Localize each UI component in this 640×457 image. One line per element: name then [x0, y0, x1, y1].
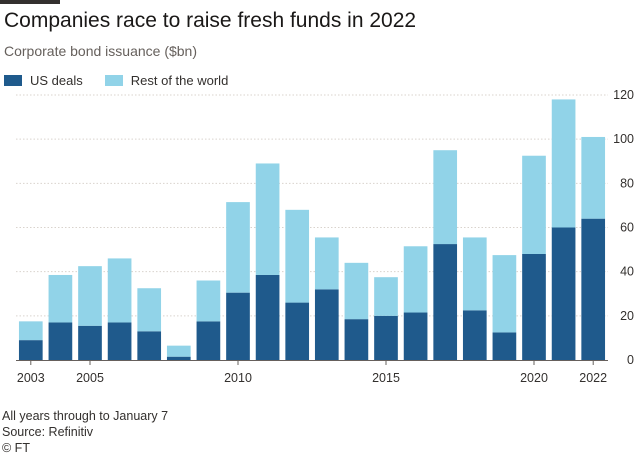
x-tick-label: 2005 [76, 371, 104, 385]
legend-label-us-deals: US deals [30, 72, 83, 88]
legend: US deals Rest of the world [4, 71, 250, 89]
legend-label-rest-of-world: Rest of the world [130, 72, 229, 88]
bar-us-deals-2020 [522, 254, 546, 360]
brand-bar [0, 0, 60, 4]
bar-rest-of-world-2007 [137, 288, 162, 332]
bar-us-deals-2006 [107, 322, 132, 360]
bar-us-deals-2009 [196, 321, 221, 360]
footnote-credit: © FT [2, 441, 30, 455]
bar-us-deals-2004 [48, 322, 73, 360]
legend-item-rest-of-world: Rest of the world [104, 72, 229, 88]
y-tick-label: 100 [613, 132, 634, 146]
x-tick-label: 2020 [520, 371, 548, 385]
legend-swatch-rest-of-world [104, 74, 123, 86]
x-tick-label: 2003 [17, 371, 45, 385]
bar-us-deals-2015 [374, 315, 398, 360]
bar-rest-of-world-2022 [581, 136, 606, 219]
bar-us-deals-2021 [551, 227, 576, 360]
bars [18, 99, 606, 360]
bar-us-deals-2016 [403, 312, 428, 360]
footnote-source: Source: Refinitiv [2, 425, 94, 439]
bar-rest-of-world-2013 [314, 237, 339, 290]
y-tick-label: 60 [620, 221, 634, 235]
bar-rest-of-world-2017 [433, 150, 458, 245]
y-tick-label: 40 [620, 265, 634, 279]
chart-subtitle: Corporate bond issuance ($bn) [4, 43, 198, 59]
bar-us-deals-2022 [581, 218, 606, 360]
bar-rest-of-world-2012 [285, 209, 310, 303]
bar-rest-of-world-2014 [344, 262, 369, 320]
bar-rest-of-world-2016 [403, 246, 428, 313]
y-tick-label: 120 [613, 88, 634, 102]
x-tick-label: 2010 [224, 371, 252, 385]
bar-us-deals-2003 [18, 340, 43, 360]
bar-us-deals-2007 [137, 331, 162, 360]
legend-item-us-deals: US deals [4, 73, 83, 88]
bar-rest-of-world-2008 [166, 345, 191, 357]
bar-us-deals-2008 [166, 356, 191, 360]
footnote-note: All years through to January 7 [2, 409, 169, 423]
y-tick-label: 0 [627, 353, 634, 367]
bar-rest-of-world-2019 [492, 255, 517, 333]
bar-us-deals-2019 [492, 332, 517, 360]
bar-us-deals-2011 [255, 274, 280, 360]
gridlines [16, 94, 608, 317]
bar-us-deals-2005 [78, 325, 102, 360]
bar-rest-of-world-2020 [522, 155, 546, 254]
bar-rest-of-world-2003 [18, 321, 43, 341]
axes: 0 20 40 60 80 100 120 2003 2005 2010 2015 2020 2022 [16, 88, 634, 385]
chart-title: Companies race to raise fresh funds in 2… [4, 9, 417, 32]
bar-us-deals-2013 [314, 289, 339, 360]
y-tick-label: 20 [620, 309, 634, 323]
bar-rest-of-world-2018 [462, 237, 487, 311]
bar-us-deals-2017 [433, 244, 458, 360]
bar-us-deals-2014 [344, 319, 369, 360]
bar-rest-of-world-2011 [255, 163, 280, 275]
x-tick-label: 2015 [372, 371, 400, 385]
bar-us-deals-2010 [226, 292, 250, 360]
legend-swatch-us-deals [4, 74, 22, 86]
bar-rest-of-world-2021 [551, 99, 576, 228]
bar-us-deals-2018 [462, 310, 487, 360]
bar-rest-of-world-2009 [196, 280, 221, 322]
bar-rest-of-world-2015 [374, 277, 398, 316]
bar-us-deals-2012 [285, 302, 310, 360]
bar-rest-of-world-2004 [48, 274, 73, 323]
x-tick-label: 2022 [579, 371, 607, 385]
y-tick-label: 80 [620, 176, 634, 190]
bar-rest-of-world-2005 [78, 266, 102, 326]
bar-rest-of-world-2010 [226, 202, 250, 293]
bar-rest-of-world-2006 [107, 258, 132, 323]
